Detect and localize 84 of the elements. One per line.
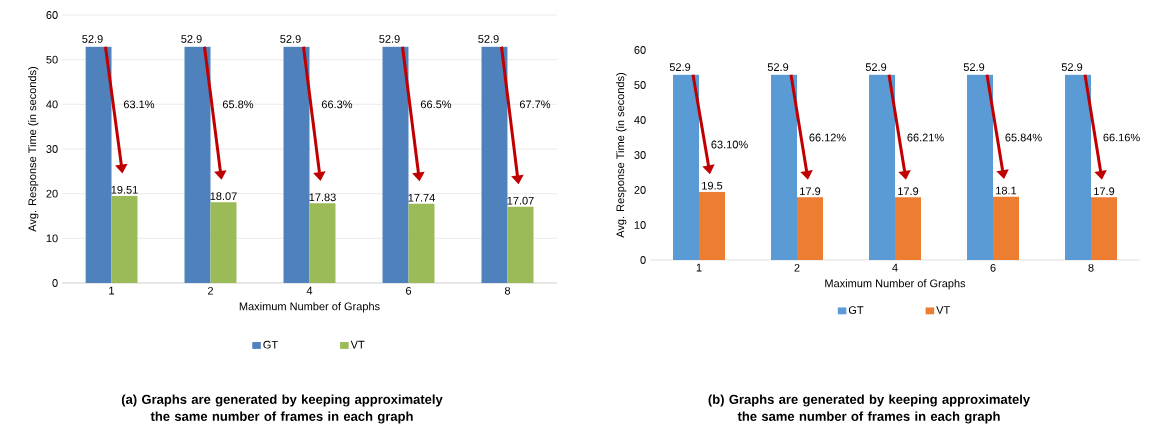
annotation: 65.84% <box>1005 133 1042 142</box>
bar <box>184 46 211 283</box>
data-label: 52.9 <box>963 63 985 71</box>
annotation: 67.7% <box>519 100 551 109</box>
x-tick-label: 6 <box>990 263 996 272</box>
x-tick-label: 2 <box>794 263 800 272</box>
bar <box>673 74 700 260</box>
bar <box>1091 197 1118 260</box>
annotation: 63.1% <box>123 100 155 109</box>
annotation: 66.16% <box>1103 133 1140 142</box>
legend-label: GT <box>263 340 278 349</box>
data-label: 17.9 <box>1094 187 1115 196</box>
data-label: 52.9 <box>379 35 400 43</box>
x-tick-label: 8 <box>504 286 511 295</box>
data-label: 52.9 <box>669 63 691 71</box>
data-label: 19.5 <box>702 181 723 190</box>
y-tick-label: 20 <box>634 186 646 194</box>
y-tick-label: 30 <box>634 151 646 159</box>
legend-label: VT <box>350 340 365 349</box>
text: (b) Graphs are generated by keeping approximately the same number of frames in each graph <box>708 394 1031 424</box>
text: (a) Graphs are generated by keeping approximately the same number of frames in each graph <box>121 394 443 424</box>
x-tick-label: 6 <box>406 286 412 295</box>
bar <box>1065 74 1092 260</box>
data-label: 17.83 <box>309 193 336 202</box>
data-label: 17.9 <box>800 187 821 196</box>
x-tick-label: 8 <box>1088 263 1094 272</box>
bar <box>111 195 138 283</box>
y-tick-label: 60 <box>634 46 646 54</box>
legend-label: GT <box>848 306 864 314</box>
y-tick-label: 20 <box>46 189 58 198</box>
y-tick-label: 50 <box>634 81 646 89</box>
data-label: 18.1 <box>996 186 1017 195</box>
bar <box>771 74 798 260</box>
y-axis-title: Avg. Response Time (in seconds) <box>616 72 627 238</box>
y-tick-label: 60 <box>46 11 58 19</box>
annotation: 65.8% <box>222 100 254 109</box>
bar <box>797 197 824 260</box>
y-tick-label: 10 <box>634 221 646 229</box>
x-tick-label: 4 <box>306 286 313 295</box>
bar <box>283 46 310 283</box>
annotation: 63.10% <box>711 140 748 149</box>
bar <box>210 202 237 283</box>
y-tick-label: 0 <box>52 279 58 287</box>
x-tick-label: 4 <box>892 263 898 272</box>
bar <box>967 74 994 260</box>
bar <box>408 203 435 283</box>
bar <box>869 74 896 260</box>
x-axis-title: Maximum Number of Graphs <box>825 279 966 290</box>
data-label: 19.51 <box>111 185 138 194</box>
data-label: 18.07 <box>210 192 237 201</box>
bar <box>481 46 508 283</box>
y-axis-title: Avg. Response Time (in seconds) <box>28 66 39 232</box>
bar <box>309 203 336 283</box>
annotation: 66.5% <box>420 100 452 109</box>
data-label: 52.9 <box>865 63 887 71</box>
data-label: 52.9 <box>181 35 202 43</box>
data-label: 17.07 <box>507 196 534 205</box>
bar <box>699 191 726 260</box>
y-tick-label: 0 <box>640 256 646 264</box>
y-tick-label: 40 <box>634 116 646 124</box>
data-label: 52.9 <box>1061 63 1083 71</box>
x-tick-label: 2 <box>207 286 214 295</box>
annotation: 66.21% <box>907 133 944 142</box>
annotation: 66.12% <box>809 133 846 142</box>
bar <box>507 206 534 283</box>
x-axis-title: Maximum Number of Graphs <box>239 302 380 313</box>
data-label: 52.9 <box>82 35 103 43</box>
data-label: 17.74 <box>408 194 435 202</box>
legend-label: VT <box>936 306 950 314</box>
y-tick-label: 30 <box>46 145 58 153</box>
data-label: 52.9 <box>478 35 499 43</box>
bar <box>993 196 1020 260</box>
y-tick-label: 50 <box>46 55 58 64</box>
bar <box>895 197 922 260</box>
bar <box>85 46 112 283</box>
bar <box>382 46 409 283</box>
y-tick-label: 40 <box>46 100 58 109</box>
y-tick-label: 10 <box>46 234 58 243</box>
annotation: 66.3% <box>321 100 353 109</box>
x-tick-label: 1 <box>696 263 702 272</box>
data-label: 52.9 <box>280 35 301 43</box>
data-label: 17.9 <box>898 187 919 196</box>
data-label: 52.9 <box>767 63 789 71</box>
x-tick-label: 1 <box>109 286 115 295</box>
